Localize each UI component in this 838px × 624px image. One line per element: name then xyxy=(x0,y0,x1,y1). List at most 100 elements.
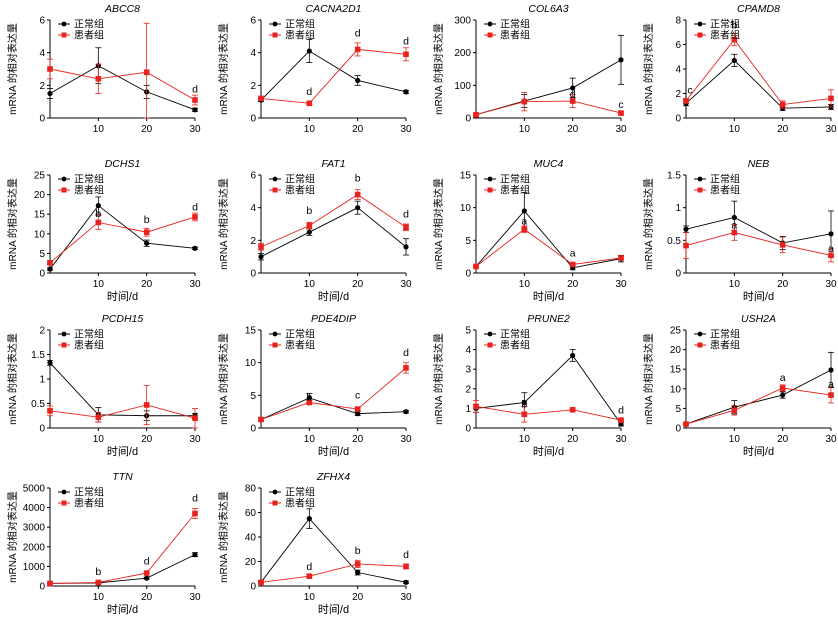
chart-title: ZFHX4 xyxy=(316,471,350,483)
y-tick-label: 5000 xyxy=(23,484,46,495)
x-tick-label: 20 xyxy=(141,279,153,290)
x-axis-label: 时间/d xyxy=(107,445,138,458)
data-point xyxy=(683,98,689,104)
series-line xyxy=(475,228,622,267)
y-axis-label: mRNA 的相对表达量 xyxy=(432,178,445,270)
series-patient xyxy=(258,189,409,251)
x-tick-label: 20 xyxy=(567,124,579,135)
series-patient xyxy=(47,508,198,587)
y-axis-label: mRNA 的相对表达量 xyxy=(6,178,19,270)
chart-title: NEB xyxy=(748,158,770,170)
y-tick-label: 4 xyxy=(675,65,681,76)
legend-marker-patient xyxy=(487,342,493,348)
x-tick-label: 30 xyxy=(825,434,837,445)
y-tick-label: 5 xyxy=(675,404,681,415)
y-tick-label: 4 xyxy=(250,48,256,59)
x-axis-label: 时间/d xyxy=(533,445,564,458)
significance-label: d xyxy=(570,89,576,101)
data-point xyxy=(731,407,738,414)
series-patient xyxy=(258,362,409,423)
data-point xyxy=(403,224,409,231)
series-patient xyxy=(473,225,624,270)
y-tick-label: 0 xyxy=(250,269,256,280)
data-point xyxy=(355,77,361,84)
legend-marker-patient xyxy=(272,500,278,506)
chart-title: ABCC8 xyxy=(104,3,140,15)
x-tick-label: 30 xyxy=(400,279,412,290)
significance-label: d xyxy=(192,84,198,96)
legend-label-patient: 患者组 xyxy=(500,29,530,42)
x-tick-label: 20 xyxy=(777,434,789,445)
y-tick-label: 6 xyxy=(250,171,256,182)
legend-marker-patient xyxy=(61,342,67,348)
data-point xyxy=(95,579,102,586)
y-tick-label: 2 xyxy=(250,81,256,92)
data-point xyxy=(521,98,528,105)
data-point xyxy=(192,214,198,220)
x-tick-label: 20 xyxy=(352,279,364,290)
legend-marker-patient xyxy=(272,342,278,348)
legend-marker-normal xyxy=(697,176,703,182)
data-point xyxy=(570,85,576,91)
data-point xyxy=(306,573,313,579)
x-tick-label: 10 xyxy=(519,124,531,135)
series-line xyxy=(260,194,407,248)
data-point xyxy=(47,580,53,587)
chart-title: MUC4 xyxy=(534,158,564,170)
data-point xyxy=(47,408,53,414)
legend-marker-normal xyxy=(272,489,278,495)
data-point xyxy=(192,552,198,558)
legend-marker-patient xyxy=(272,187,278,193)
x-tick-label: 10 xyxy=(93,434,105,445)
y-tick-label: 1000 xyxy=(23,562,46,573)
data-point xyxy=(192,97,198,103)
legend-label-normal: 正常组 xyxy=(285,173,315,186)
y-axis-label: mRNA 的相对表达量 xyxy=(432,23,445,115)
data-point xyxy=(95,76,102,82)
significance-label: c xyxy=(687,85,692,97)
data-point xyxy=(403,409,409,415)
chart-title: USH2A xyxy=(741,313,776,325)
significance-label: a xyxy=(731,220,737,232)
y-tick-label: 80 xyxy=(245,484,257,495)
significance-label: d xyxy=(192,493,198,505)
significance-label: c xyxy=(355,390,360,402)
legend-label-patient: 患者组 xyxy=(710,29,740,42)
series-line xyxy=(49,554,196,584)
series-patient xyxy=(683,33,834,109)
chart-title: PCDH15 xyxy=(102,313,144,325)
significance-label: a xyxy=(780,372,786,384)
data-point xyxy=(521,226,528,233)
y-tick-label: 1 xyxy=(675,203,681,214)
series-normal xyxy=(473,34,624,118)
data-point xyxy=(828,392,834,398)
x-tick-label: 10 xyxy=(729,124,741,135)
y-tick-label: 0 xyxy=(675,424,681,435)
legend-label-normal: 正常组 xyxy=(285,486,315,499)
data-point xyxy=(258,254,264,260)
series-patient xyxy=(473,92,624,118)
significance-label: b xyxy=(95,208,101,220)
y-axis-label: mRNA 的相对表达量 xyxy=(6,333,19,425)
data-point xyxy=(570,352,576,359)
data-point xyxy=(95,202,101,209)
data-point xyxy=(569,261,576,268)
significance-label: d xyxy=(403,549,409,561)
significance-label: a xyxy=(828,379,834,391)
data-point xyxy=(47,360,53,366)
y-tick-label: 4000 xyxy=(23,503,46,514)
data-point xyxy=(731,36,738,43)
data-point xyxy=(779,101,786,108)
data-point xyxy=(355,569,361,576)
y-tick-label: 100 xyxy=(454,81,471,92)
data-point xyxy=(306,229,312,235)
panel-ttn: TTN 0 1000 2000 3000 4000 5000 10 20 30 时间/d mRNA 的… xyxy=(6,471,201,616)
y-tick-label: 60 xyxy=(245,508,257,519)
legend-label-patient: 患者组 xyxy=(74,184,104,197)
series-line xyxy=(685,387,832,425)
x-tick-label: 10 xyxy=(93,124,105,135)
